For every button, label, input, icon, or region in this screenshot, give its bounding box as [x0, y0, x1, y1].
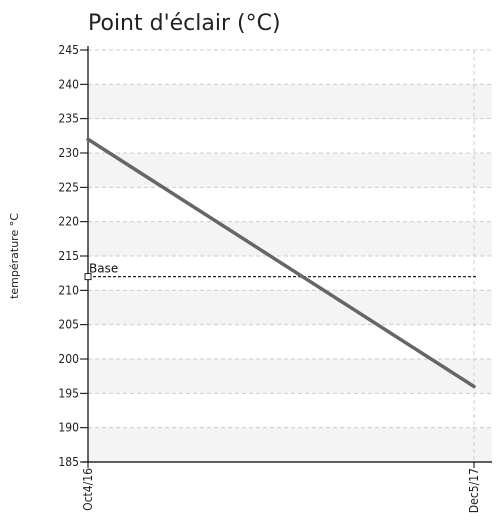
y-tick-label: 185 [58, 455, 79, 469]
plot-band [88, 427, 492, 462]
reference-line: Base [84, 262, 478, 281]
plot-bands [88, 84, 492, 462]
chart-title: Point d'éclair (°C) [88, 11, 281, 36]
y-tick-label: 215 [58, 249, 79, 263]
series-line [86, 137, 476, 389]
y-tick-label: 235 [58, 112, 79, 126]
y-tick-label: 210 [58, 283, 79, 297]
x-axis: Oct4/16 Dec5/17 [81, 461, 492, 513]
plot-band [88, 84, 492, 119]
y-axis-label: température °C [8, 213, 21, 299]
plot-band [88, 359, 492, 394]
y-tick-label: 195 [58, 386, 79, 400]
x-tick-label: Dec5/17 [467, 468, 481, 513]
plot-band [88, 290, 492, 325]
plot-band [88, 153, 492, 188]
series-layer [86, 137, 476, 389]
y-tick-label: 245 [58, 43, 79, 57]
x-tick-label: Oct4/16 [81, 468, 95, 511]
y-tick-label: 230 [58, 146, 79, 160]
y-tick-label: 225 [58, 180, 79, 194]
y-axis: 185 190 195 200 205 210 215 220 225 230 235 240 245 [58, 43, 89, 469]
y-tick-label: 240 [58, 77, 79, 91]
plot-band [88, 221, 492, 256]
reference-line-label: Base [89, 262, 118, 276]
y-tick-label: 220 [58, 215, 79, 229]
y-tick-label: 190 [58, 421, 79, 435]
y-tick-label: 200 [58, 352, 79, 366]
reference-line-marker [84, 273, 92, 281]
y-tick-label: 205 [58, 318, 79, 332]
